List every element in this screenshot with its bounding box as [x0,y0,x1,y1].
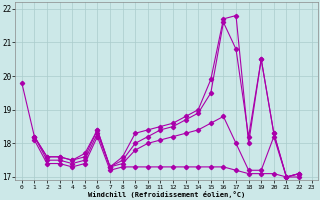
X-axis label: Windchill (Refroidissement éolien,°C): Windchill (Refroidissement éolien,°C) [88,191,245,198]
